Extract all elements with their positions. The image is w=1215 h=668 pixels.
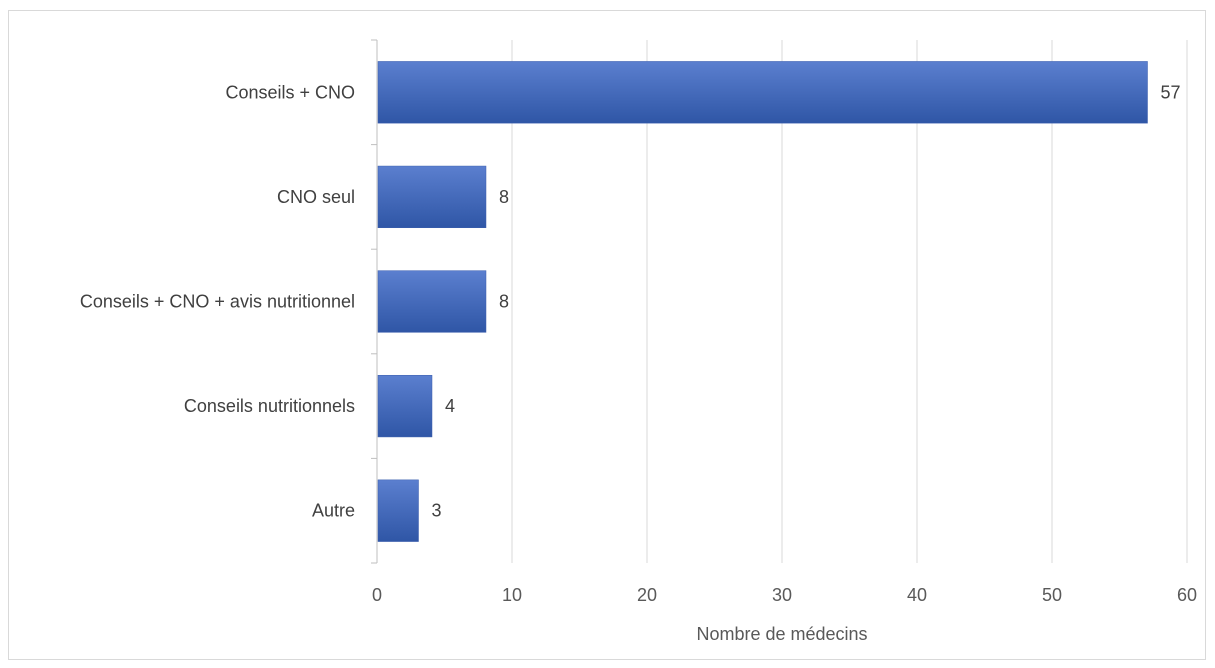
bar [377,270,487,333]
category-label: CNO seul [277,187,355,207]
x-tick-label: 60 [1177,585,1197,605]
bar [377,374,433,438]
gridlines [511,40,1188,563]
bars [377,61,1148,542]
bar [377,61,1148,124]
data-label: 3 [432,501,442,521]
x-axis-title: Nombre de médecins [696,624,867,644]
bar [377,165,487,229]
data-label: 4 [445,396,455,416]
x-tick-label: 10 [502,585,522,605]
x-tick-label: 0 [372,585,382,605]
category-label: Conseils nutritionnels [184,396,355,416]
x-tick-label: 40 [907,585,927,605]
category-label: Conseils + CNO [225,82,355,102]
data-label: 8 [499,292,509,312]
x-tick-label: 50 [1042,585,1062,605]
labels: 0 10 20 30 40 50 60 Conseils + CNO 57 CNO seul 8 C… [80,82,1197,605]
data-label: 8 [499,187,509,207]
y-axis [371,39,378,564]
data-label: 57 [1161,82,1181,102]
x-tick-label: 30 [772,585,792,605]
bar [377,479,419,542]
category-label: Conseils + CNO + avis nutritionnel [80,292,355,312]
category-label: Autre [312,501,355,521]
x-tick-label: 20 [637,585,657,605]
